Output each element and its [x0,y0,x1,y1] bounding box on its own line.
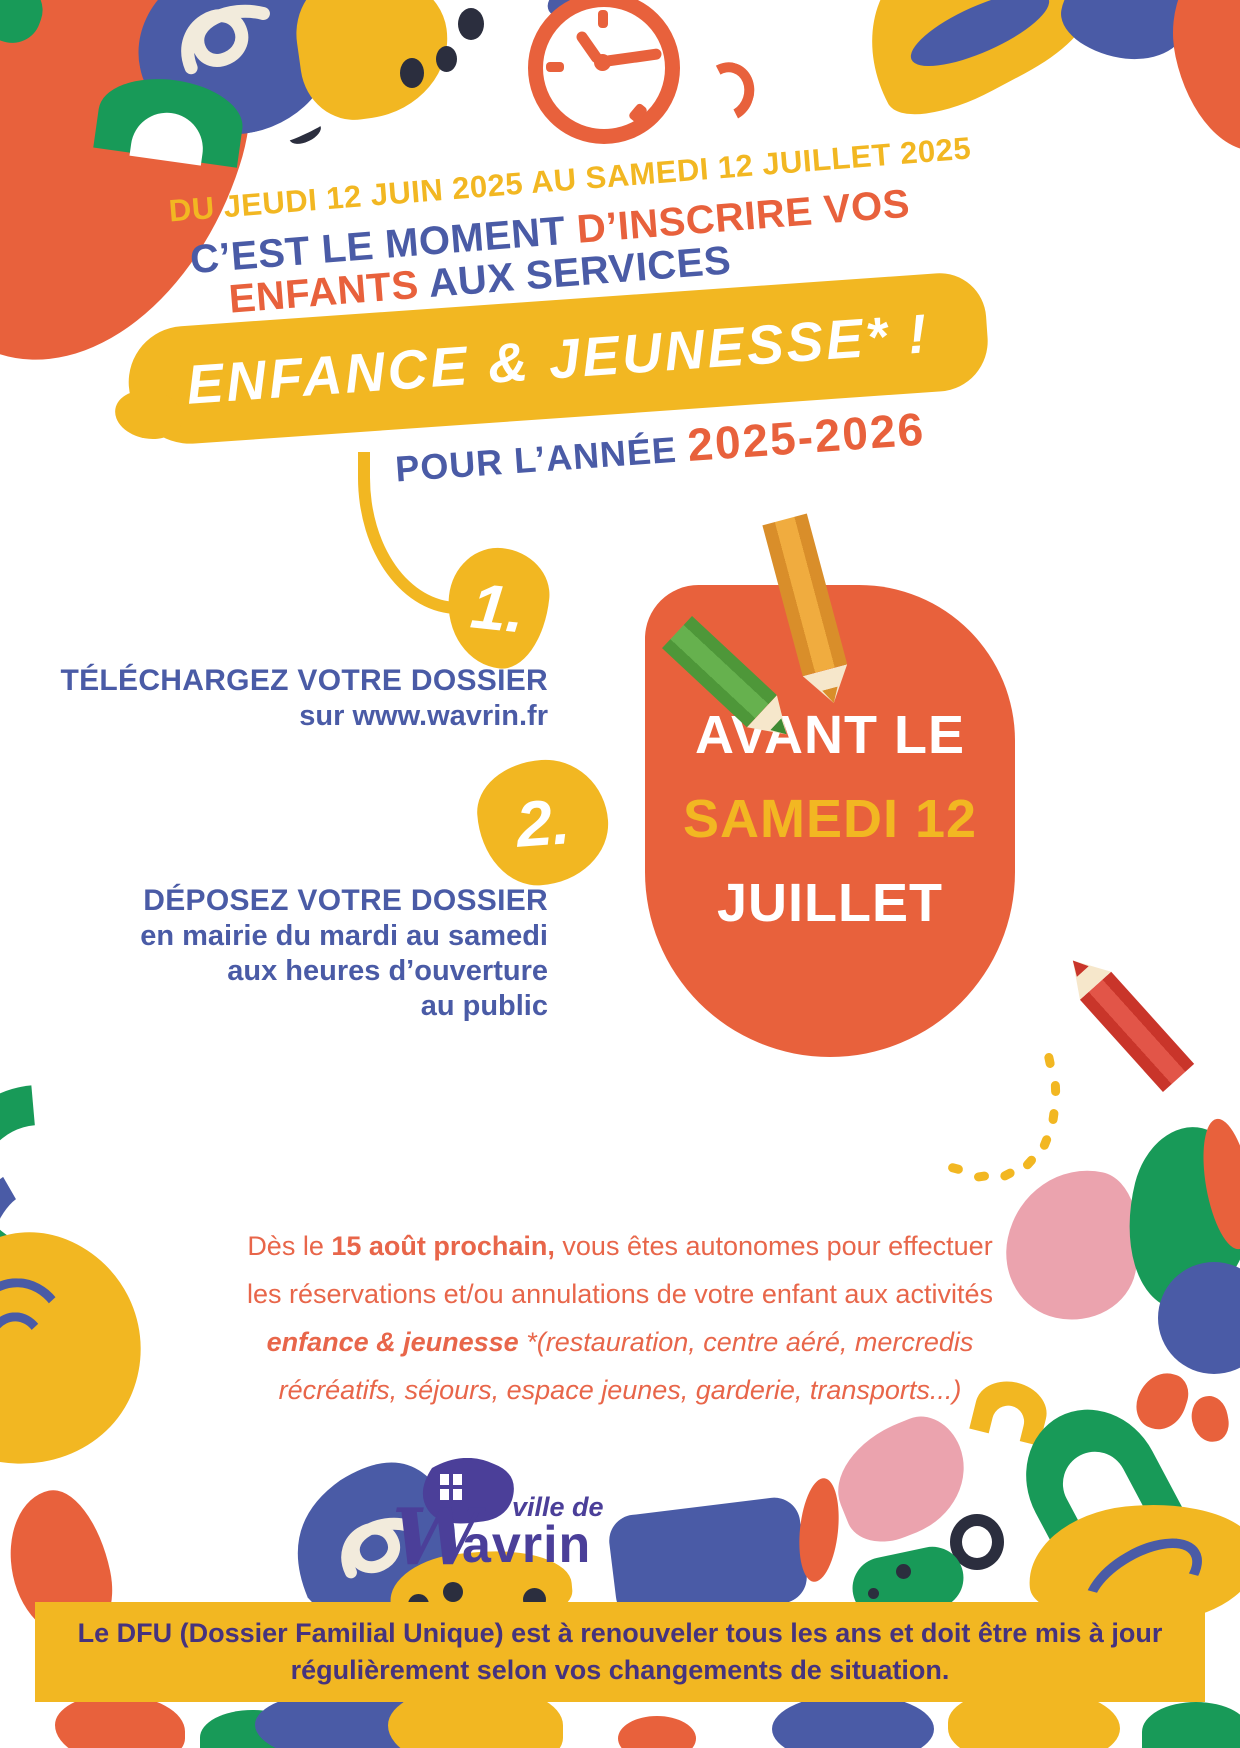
decor-navy-dot [896,1564,911,1579]
step-1-title: TÉLÉCHARGEZ VOTRE DOSSIER [60,664,548,697]
notice-paragraph: Dès le 15 août prochain, vous êtes auton… [100,1222,1140,1414]
decor-blue-circle-right [1158,1262,1240,1374]
step-2-line: en mairie du mardi au samedi [140,920,548,952]
wavrin-logo: W avrin ville de [392,1458,604,1582]
dotted-trail-dash [998,1167,1017,1182]
dotted-trail-dash [1050,1080,1061,1097]
clock-tick [546,62,564,72]
notice-line-2: les réservations et/ou annulations de vo… [247,1279,993,1309]
step-2-title: DÉPOSEZ VOTRE DOSSIER [143,884,548,917]
dotted-trail-dash [973,1171,990,1182]
step-1-line: sur www.wavrin.fr [299,700,548,732]
decor-orange-arc [692,55,762,129]
logo-window-pane [453,1489,462,1500]
notice-segment: enfance & jeunesse [266,1327,519,1357]
decor-yellow-swash [358,452,458,614]
notice-date-bold: 15 août prochain, [331,1231,555,1261]
notice-line-3: enfance & jeunesse *(restauration, centr… [100,1318,1140,1366]
decor-strip-blue [772,1694,934,1748]
logo-window-pane [440,1474,449,1485]
dotted-trail-dash [947,1162,964,1175]
deadline-line-2: SAMEDI 12 [682,789,978,849]
step-1-text: TÉLÉCHARGEZ VOTRE DOSSIER sur www.wavrin… [60,662,548,734]
footer-line-1: Le DFU (Dossier Familial Unique) est à r… [35,1615,1205,1652]
year-value: 2025-2026 [685,402,927,472]
decor-navy-dot [443,1582,463,1602]
notice-line-4: récréatifs, séjours, espace jeunes, gard… [278,1375,962,1405]
notice-line-1: Dès le 15 août prochain, vous êtes auton… [100,1222,1140,1270]
logo-name: avrin [462,1516,591,1574]
dotted-trail-dash [1021,1153,1038,1172]
decor-orange-leaf [794,1476,844,1584]
deadline-line-3: JUILLET [716,873,943,933]
spiral-scribble-icon [341,1517,414,1579]
decor-strip-orange [618,1716,696,1748]
pencil-body [1079,971,1195,1092]
logo-initial: W [392,1492,487,1582]
spiral-scribble-icon [181,4,270,75]
decor-navy-dot [868,1588,879,1599]
decor-strip-green [1142,1702,1240,1748]
logo-window-pane [440,1489,449,1500]
decor-navy-dot [458,8,484,40]
decor-navy-dot [436,46,457,72]
clock-tick [598,10,608,28]
clock-center-dot [594,54,611,71]
logo-tagline: ville de [512,1492,604,1522]
step-1-number: 1. [467,569,529,647]
step-2-number-blob: 2. [473,755,613,890]
banner-title: ENFANCE & JEUNESSE* ! [184,302,932,416]
notice-segment: vous êtes autonomes pour effectuer [554,1231,993,1261]
step-2-line: aux heures d’ouverture [227,955,548,987]
footer-line-2: régulièrement selon vos changements de s… [290,1655,950,1685]
step-2-line: au public [420,990,548,1022]
footer-bold: Le DFU (Dossier Familial Unique) [77,1618,504,1648]
dotted-trail-dash [1048,1108,1059,1125]
red-pencil-icon [1048,936,1195,1092]
logo-window-pane [453,1474,462,1485]
step-1-number-blob: 1. [442,543,554,673]
step-2-number: 2. [513,784,573,861]
dfu-footer-banner: Le DFU (Dossier Familial Unique) est à r… [35,1602,1205,1702]
dotted-trail-dash [1043,1052,1056,1069]
decor-navy-dot [400,58,424,88]
footer-segment: est à renouveler tous les ans et doit êt… [503,1618,1163,1648]
clock-icon [528,0,680,144]
decor-strip-orange [55,1695,185,1748]
notice-segment: *(restauration, centre aéré, mercredis [518,1327,974,1357]
decor-orange-droplet [1188,1393,1232,1445]
dotted-trail-dash [1038,1133,1053,1152]
notice-segment: Dès le [247,1231,332,1261]
step-2-text: DÉPOSEZ VOTRE DOSSIER en mairie du mardi… [60,882,548,1024]
deadline-text: AVANT LE SAMEDI 12 JUILLET [645,693,1015,945]
